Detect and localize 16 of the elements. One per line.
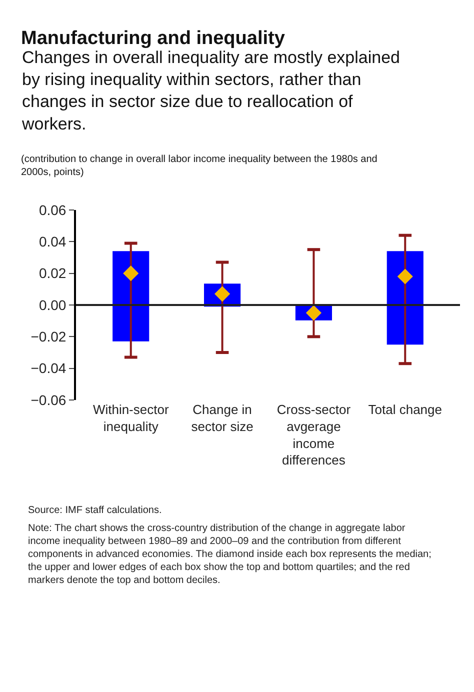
text: Note: The chart shows the cross-country distribution of the change in aggregate labor income inequality between 1980–89 and 2000–09 and the contribution from different components in advanced economies. The diamond inside each box represents the median; the upper and lower edges of each box show the top and bottom quartiles; and the red markers denote the top and bottom deciles. (28, 523, 432, 586)
x-tick-label: Total change (368, 402, 442, 417)
y-axis-title: (contribution to change in overall labor income inequality between the 1980s and 2000s, points) (21, 154, 378, 178)
y-tick-label: −0.06 (30, 392, 66, 408)
chart-title: Manufacturing and inequality (21, 28, 286, 49)
chart-subtitle: Changes in overall inequality are mostly explained by rising inequality within sectors, rather than changes in sector size due to reallocation of workers. (21, 48, 400, 134)
y-tick-label: −0.02 (30, 328, 66, 345)
y-tick-label: −0.04 (30, 360, 66, 376)
y-tick-label: 0.00 (38, 296, 66, 313)
x-tick-label: Change in sector size (191, 402, 254, 434)
x-tick-label: Cross-sector avgerage income differences (276, 402, 352, 468)
y-tick-label: 0.04 (38, 234, 66, 250)
x-tick-label: Within-sector inequality (92, 402, 170, 434)
source-note: Source: IMF staff calculations. (28, 505, 162, 516)
y-tick-label: 0.06 (38, 202, 66, 218)
y-tick-label: 0.02 (38, 265, 66, 282)
